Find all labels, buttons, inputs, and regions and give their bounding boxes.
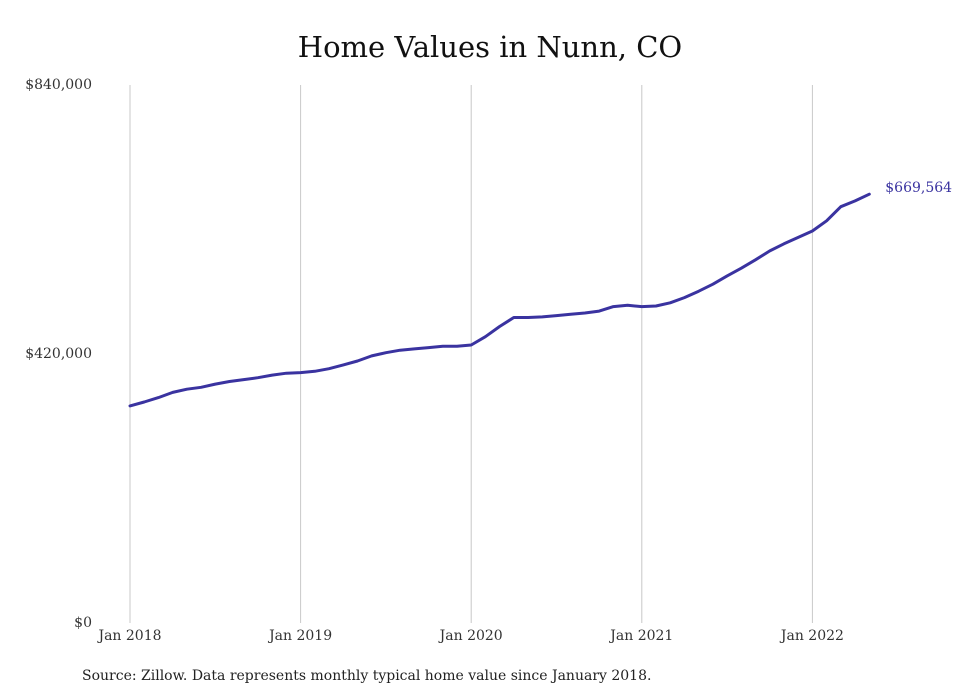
chart-title: Home Values in Nunn, CO	[297, 30, 683, 64]
y-axis-ticks: $0 $420,000 $840,000	[25, 77, 92, 631]
home-value-line	[128, 192, 871, 408]
y-tick-label: $840,000	[25, 77, 92, 93]
x-tick-label: Jan 2020	[438, 628, 503, 644]
x-tick-label: Jan 2021	[608, 628, 673, 644]
y-tick-label: $0	[74, 615, 92, 631]
x-tick-label: Jan 2022	[779, 628, 844, 644]
x-axis-ticks: Jan 2018 Jan 2019 Jan 2020 Jan 2021 Jan 2022	[96, 628, 843, 644]
x-tick-label: Jan 2019	[267, 628, 332, 644]
y-tick-label: $420,000	[25, 346, 92, 362]
gridlines	[129, 85, 813, 623]
source-note: Source: Zillow. Data represents monthly …	[82, 668, 652, 684]
x-tick-label: Jan 2018	[96, 628, 161, 644]
end-value-label: $669,564	[885, 180, 952, 196]
